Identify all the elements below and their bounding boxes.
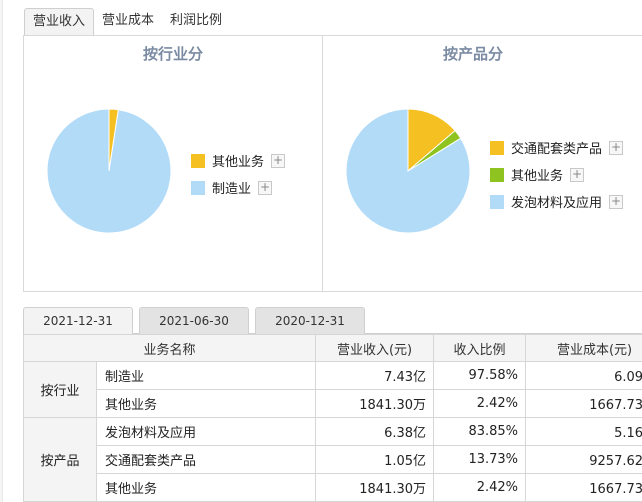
header-business-name: 业务名称: [22, 334, 317, 362]
pie-slice[interactable]: [46, 108, 172, 234]
group-label-industry: 按行业: [23, 361, 97, 418]
pie-slice[interactable]: [345, 108, 471, 234]
row-ratio: 2.42%: [433, 473, 527, 502]
row-revenue: 1841.30万: [315, 389, 435, 418]
legend-item-other-business[interactable]: 其他业务 +: [490, 166, 623, 184]
expand-plus-icon[interactable]: +: [570, 166, 585, 182]
expand-plus-icon[interactable]: +: [258, 179, 273, 195]
row-cost: 9257.62万: [525, 445, 642, 474]
tab-revenue[interactable]: 营业收入: [24, 8, 95, 37]
industry-legend: 其他业务 + 制造业 +: [191, 152, 286, 206]
legend-label: 其他业务: [511, 169, 564, 184]
industry-pie-chart: [46, 108, 172, 234]
row-name: 其他业务: [95, 473, 317, 502]
legend-label: 发泡材料及应用: [511, 196, 603, 211]
legend-label: 其他业务: [212, 155, 265, 170]
row-name: 发泡材料及应用: [95, 417, 317, 446]
industry-chart-section: 按行业分 其他业务 + 制造业 +: [24, 36, 323, 291]
tab-cost[interactable]: 营业成本: [102, 13, 155, 28]
row-cost: 1667.73万: [525, 389, 642, 418]
legend-item-foam-materials[interactable]: 发泡材料及应用 +: [490, 193, 624, 211]
row-ratio: 13.73%: [433, 445, 527, 474]
legend-swatch: [490, 167, 504, 182]
expand-plus-icon[interactable]: +: [271, 152, 286, 168]
legend-label: 制造业: [212, 182, 252, 197]
business-table: 业务名称 营业收入(元) 收入比例 营业成本(元) 按行业 制造业 7.43亿 …: [22, 334, 642, 502]
industry-chart-title: 按行业分: [142, 45, 203, 63]
product-pie-chart: [345, 108, 471, 234]
table-row: 交通配套类产品 1.05亿 13.73% 9257.62万: [24, 445, 642, 474]
product-chart-title: 按产品分: [442, 45, 503, 63]
table-row: 其他业务 1841.30万 2.42% 1667.73万: [24, 389, 642, 418]
tab-date-2021-12-31[interactable]: 2021-12-31: [23, 307, 133, 334]
date-tab-bar: 2021-12-31 2021-06-30 2020-12-31: [23, 307, 642, 334]
row-ratio: 83.85%: [433, 417, 527, 446]
left-rail: [0, 0, 3, 502]
row-name: 制造业: [95, 361, 317, 390]
tab-date-2021-06-30[interactable]: 2021-06-30: [139, 307, 249, 334]
tab-profit-ratio[interactable]: 利润比例: [170, 13, 223, 28]
legend-swatch: [490, 140, 504, 155]
header-cost: 营业成本(元): [525, 334, 642, 362]
legend-item-manufacturing[interactable]: 制造业 +: [191, 179, 285, 197]
expand-plus-icon[interactable]: +: [609, 193, 624, 209]
row-ratio: 2.42%: [433, 389, 527, 418]
pie-slice[interactable]: [407, 108, 456, 173]
row-cost: 6.09亿: [525, 361, 642, 390]
table-row: 其他业务 1841.30万 2.42% 1667.73万: [24, 473, 642, 502]
row-revenue: 1.05亿: [315, 445, 435, 474]
row-name: 其他业务: [95, 389, 317, 418]
top-tab-bar: 营业收入 营业成本 利润比例: [24, 8, 230, 37]
header-revenue: 营业收入(元): [315, 334, 435, 362]
header-ratio: 收入比例: [433, 334, 527, 362]
table-row: 按行业 制造业 7.43亿 97.58% 6.09亿: [23, 361, 642, 418]
table-header-row: 业务名称 营业收入(元) 收入比例 营业成本(元): [22, 334, 642, 362]
table-row: 按产品 发泡材料及应用 6.38亿 83.85% 5.16亿: [23, 417, 642, 502]
tab-date-2020-12-31[interactable]: 2020-12-31: [255, 307, 365, 334]
row-cost: 1667.73万: [525, 473, 642, 502]
row-revenue: 6.38亿: [315, 417, 435, 446]
product-chart-section: 按产品分 交通配套类产品 + 其他业务 + 发泡材料及应用 +: [323, 36, 642, 291]
row-cost: 5.16亿: [525, 417, 642, 446]
legend-item-other-business[interactable]: 其他业务 +: [191, 152, 286, 170]
legend-swatch: [191, 180, 205, 195]
legend-label: 交通配套类产品: [511, 142, 603, 157]
legend-swatch: [490, 194, 504, 209]
group-label-product: 按产品: [23, 417, 97, 502]
chart-panel: 按行业分 其他业务 + 制造业 + 按产品分 交通配套类产品 +: [23, 35, 642, 292]
expand-plus-icon[interactable]: +: [609, 139, 624, 155]
row-revenue: 7.43亿: [315, 361, 435, 390]
row-ratio: 97.58%: [433, 361, 527, 390]
legend-item-transport-products[interactable]: 交通配套类产品 +: [490, 139, 624, 157]
row-name: 交通配套类产品: [95, 445, 317, 474]
legend-swatch: [191, 153, 205, 168]
product-legend: 交通配套类产品 + 其他业务 + 发泡材料及应用 +: [490, 139, 624, 220]
row-revenue: 1841.30万: [315, 473, 435, 502]
